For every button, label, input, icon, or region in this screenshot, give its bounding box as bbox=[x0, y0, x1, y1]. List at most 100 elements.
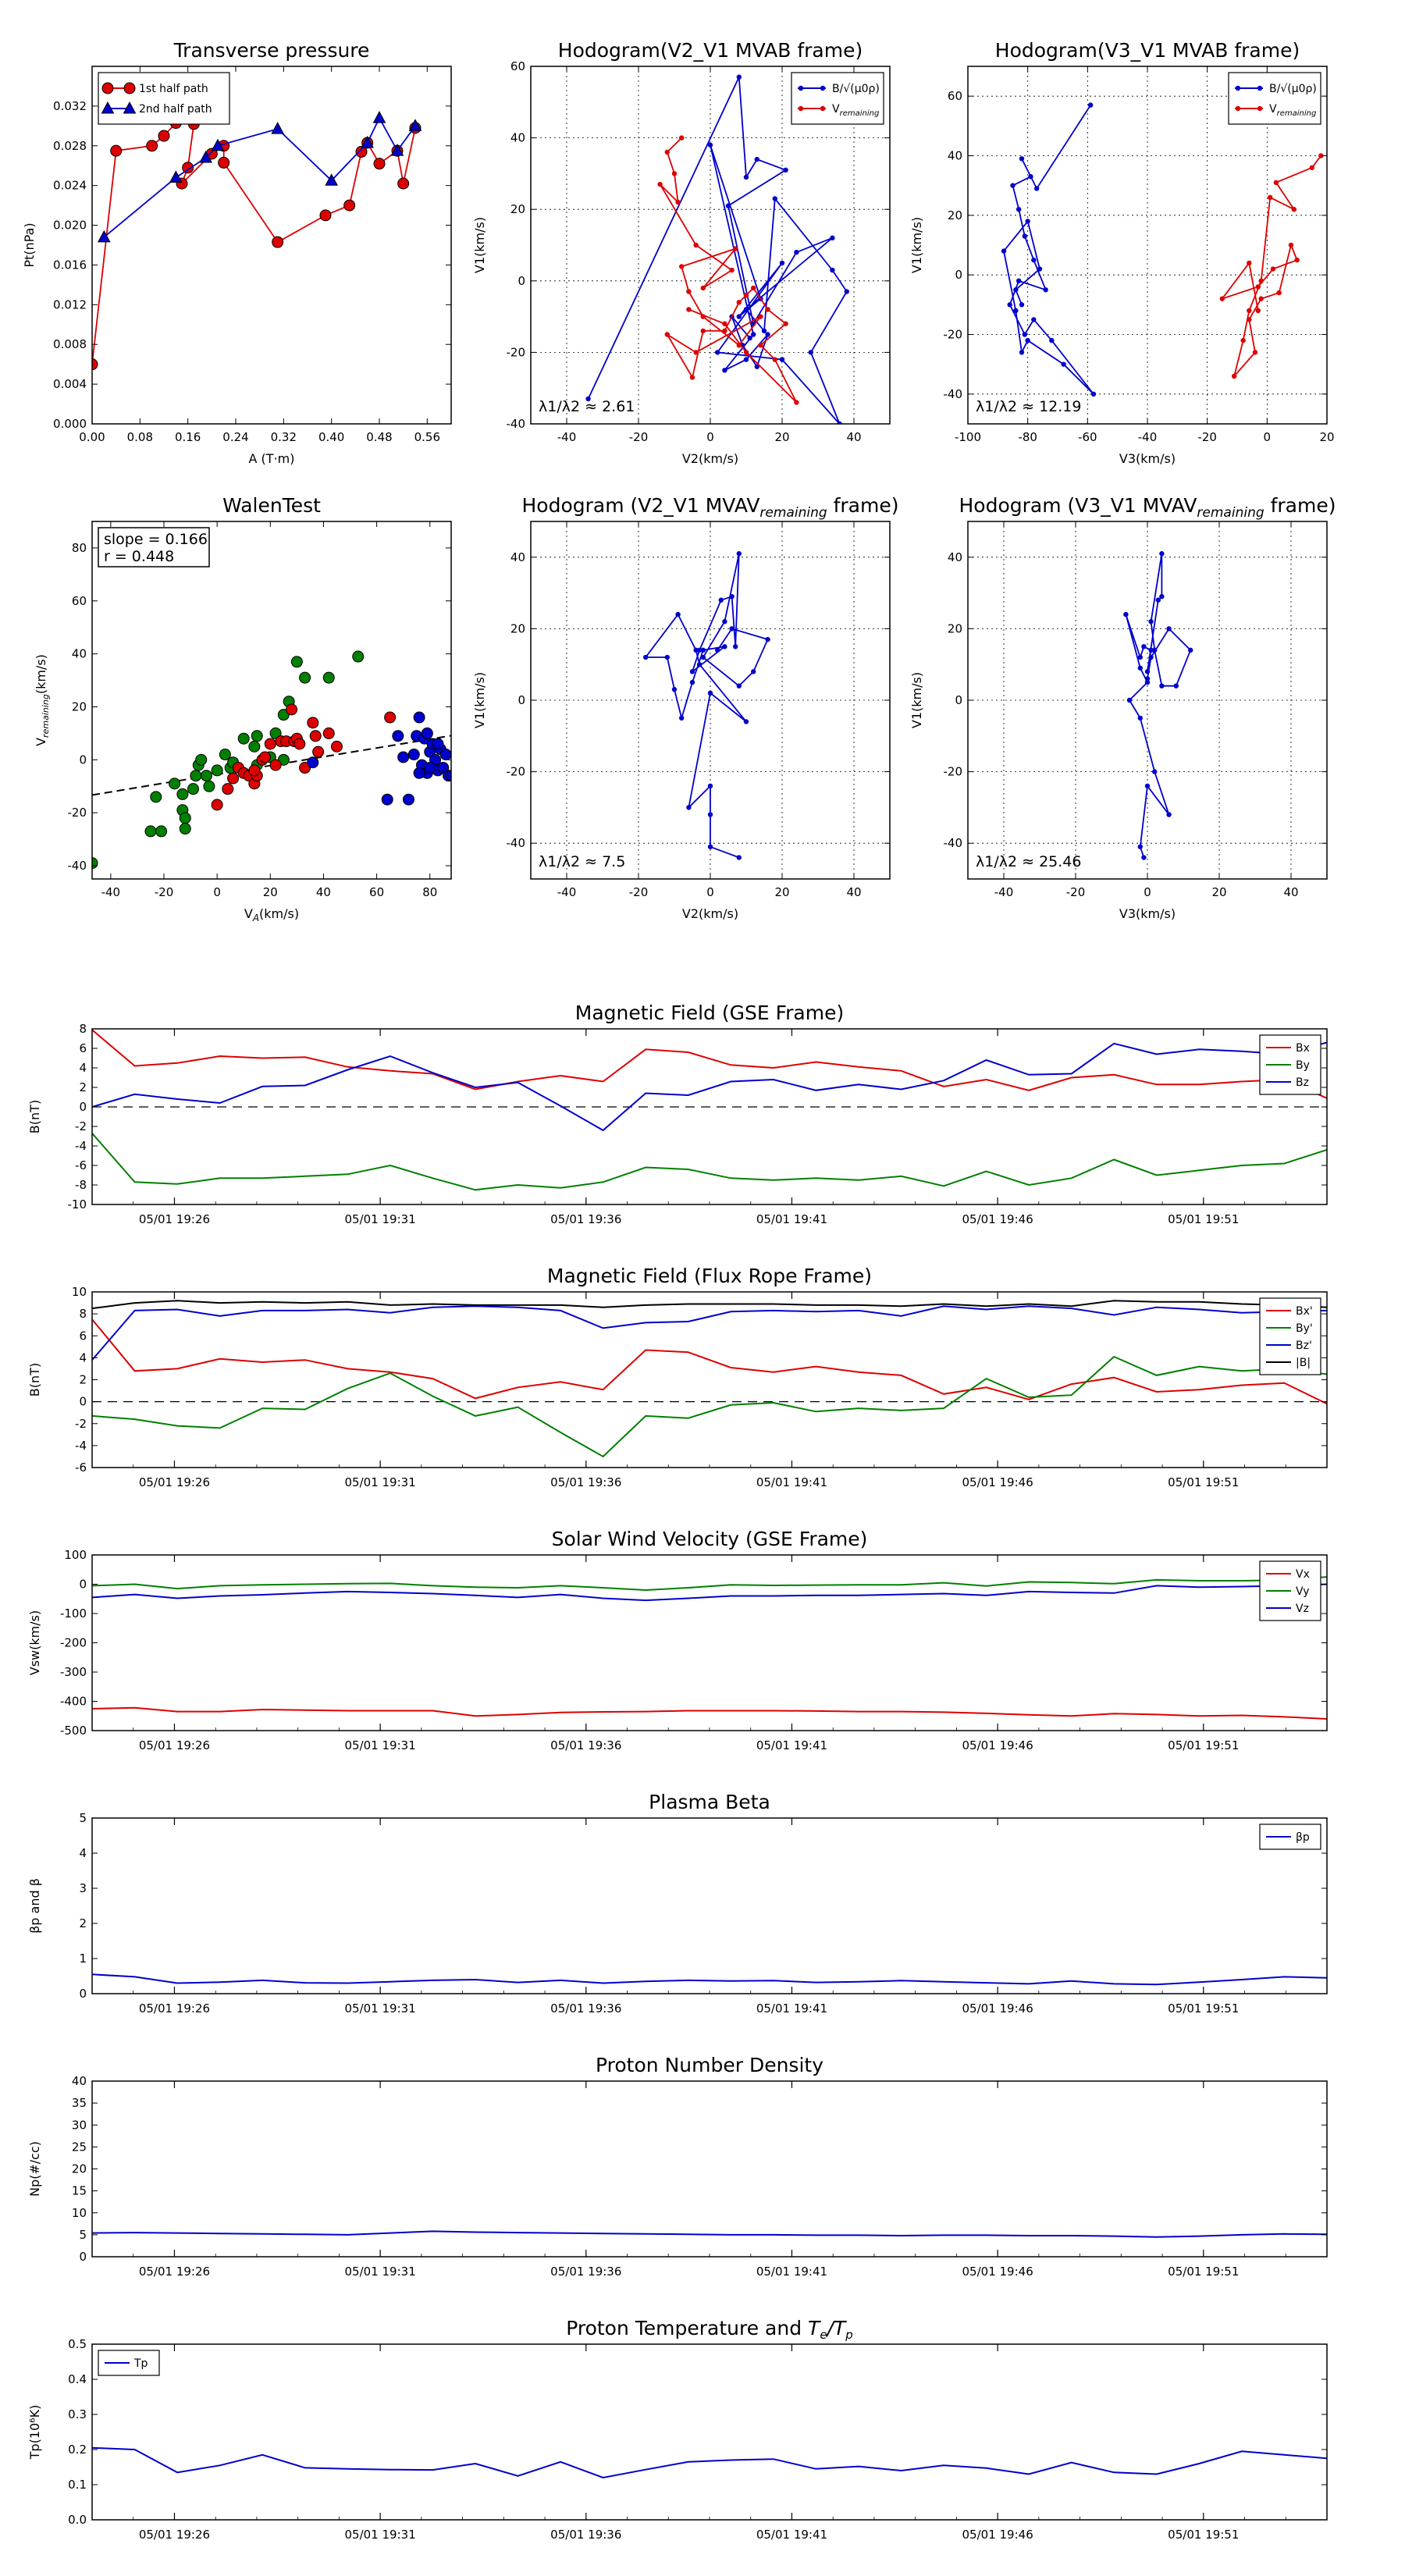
data-point bbox=[736, 343, 742, 348]
data-point bbox=[355, 145, 368, 158]
x-axis-label-sub: A bbox=[252, 913, 259, 923]
data-point bbox=[1258, 296, 1264, 301]
series-line-By bbox=[92, 1133, 1327, 1191]
data-point bbox=[1013, 287, 1019, 293]
data-point bbox=[1155, 597, 1161, 603]
y-tick-label: 0 bbox=[79, 1987, 87, 2001]
data-point bbox=[794, 400, 799, 405]
y-tick-label: 0.2 bbox=[68, 2443, 87, 2457]
data-point bbox=[707, 844, 713, 849]
data-point bbox=[1247, 260, 1252, 266]
title-te: T bbox=[808, 2317, 821, 2339]
series-line-βp bbox=[92, 1973, 1327, 1986]
x-tick-label: 0.48 bbox=[366, 430, 392, 444]
data-point bbox=[1137, 844, 1144, 849]
x-tick-label: 05/01 19:31 bbox=[345, 2265, 416, 2279]
chart-title: Magnetic Field (GSE Frame) bbox=[575, 1002, 844, 1024]
chart-title: Solar Wind Velocity (GSE Frame) bbox=[552, 1528, 868, 1550]
y-tick-label: -300 bbox=[60, 1665, 87, 1679]
x-tick-label: 05/01 19:36 bbox=[550, 2528, 621, 2542]
data-point bbox=[837, 421, 842, 424]
x-tick-label: 20 bbox=[1319, 430, 1334, 444]
data-point bbox=[307, 756, 319, 769]
data-point bbox=[743, 174, 749, 180]
x-tick-label: 0 bbox=[706, 885, 714, 899]
series-line-Bz bbox=[92, 1041, 1327, 1132]
legend-marker bbox=[101, 101, 115, 114]
plot-area bbox=[1123, 551, 1193, 860]
data-point bbox=[1219, 296, 1225, 301]
y-axis-label: V1(km/s) bbox=[909, 672, 924, 728]
data-point bbox=[248, 740, 261, 753]
legend: Tp bbox=[98, 2350, 160, 2376]
data-point bbox=[1159, 593, 1165, 600]
x-tick-label: 05/01 19:46 bbox=[962, 2265, 1033, 2279]
data-point bbox=[733, 644, 738, 649]
title-subscript: remaining bbox=[1197, 505, 1264, 521]
legend-label: Bz' bbox=[1296, 1340, 1312, 1352]
data-point bbox=[187, 783, 199, 795]
x-axis-label: A (T·m) bbox=[249, 451, 295, 466]
data-point bbox=[1016, 278, 1022, 283]
y-tick-label: 0.016 bbox=[53, 258, 87, 272]
y-tick-label: 0.028 bbox=[53, 139, 87, 153]
data-point bbox=[761, 328, 767, 334]
data-point bbox=[402, 793, 414, 806]
y-tick-label: 0 bbox=[518, 693, 525, 707]
y-tick-label: 0.3 bbox=[68, 2407, 87, 2421]
data-point bbox=[392, 730, 404, 742]
y-tick-label: 6 bbox=[79, 1041, 87, 1055]
x-tick-label: 05/01 19:46 bbox=[962, 1738, 1033, 1752]
x-tick-label: 05/01 19:41 bbox=[756, 1738, 827, 1752]
data-point bbox=[1144, 783, 1151, 789]
data-point bbox=[736, 551, 742, 557]
legend-box bbox=[791, 72, 884, 125]
x-tick-label: 0.40 bbox=[318, 430, 344, 444]
y-tick-label: 4 bbox=[79, 1846, 87, 1860]
y-tick-label: 60 bbox=[948, 89, 962, 103]
legend-label: Vz bbox=[1296, 1603, 1309, 1615]
data-point bbox=[312, 745, 325, 758]
plot-frame bbox=[91, 521, 452, 880]
y-tick-label: 5 bbox=[79, 1811, 87, 1825]
data-point bbox=[1010, 183, 1016, 188]
data-point bbox=[1019, 156, 1025, 162]
data-point bbox=[182, 162, 194, 174]
y-tick-label: 0.1 bbox=[68, 2478, 87, 2492]
title-subscript: remaining bbox=[759, 505, 827, 521]
y-tick-label: -2 bbox=[75, 1119, 87, 1133]
x-tick-label: 0 bbox=[706, 430, 714, 444]
y-axis-label: B(nT) bbox=[27, 1100, 42, 1133]
data-point bbox=[1031, 257, 1037, 263]
y-tick-label: 5 bbox=[79, 2228, 87, 2242]
data-point bbox=[1049, 337, 1055, 343]
legend: Bx By Bz bbox=[1259, 1034, 1321, 1095]
data-point bbox=[1148, 647, 1154, 653]
legend-marker bbox=[123, 101, 137, 114]
data-point bbox=[211, 799, 223, 811]
data-point bbox=[700, 285, 706, 291]
y-tick-label: 0 bbox=[79, 1578, 87, 1592]
plot-area bbox=[92, 650, 451, 870]
data-point bbox=[144, 825, 157, 838]
x-axis-label-rest: (km/s) bbox=[259, 906, 299, 921]
data-point bbox=[736, 683, 742, 688]
y-tick-label: 2 bbox=[79, 1080, 87, 1094]
series-line-|B| bbox=[92, 1300, 1327, 1310]
title-tp-sub: p bbox=[845, 2328, 853, 2342]
data-point bbox=[729, 626, 735, 632]
y-tick-label: 60 bbox=[72, 594, 87, 608]
y-tick-label: 20 bbox=[510, 621, 525, 635]
data-point bbox=[733, 246, 738, 251]
x-tick-label: 05/01 19:26 bbox=[139, 2528, 210, 2542]
series-line-Vy bbox=[92, 1576, 1327, 1592]
y-tick-label: 3 bbox=[79, 1881, 87, 1895]
legend-label: Vy bbox=[1296, 1585, 1310, 1598]
data-point bbox=[92, 358, 98, 371]
data-point bbox=[664, 654, 670, 660]
data-point bbox=[765, 307, 770, 312]
data-point bbox=[319, 209, 332, 222]
x-tick-label: 0 bbox=[1144, 885, 1151, 899]
x-tick-label: 40 bbox=[1283, 885, 1298, 899]
data-point bbox=[258, 751, 271, 763]
